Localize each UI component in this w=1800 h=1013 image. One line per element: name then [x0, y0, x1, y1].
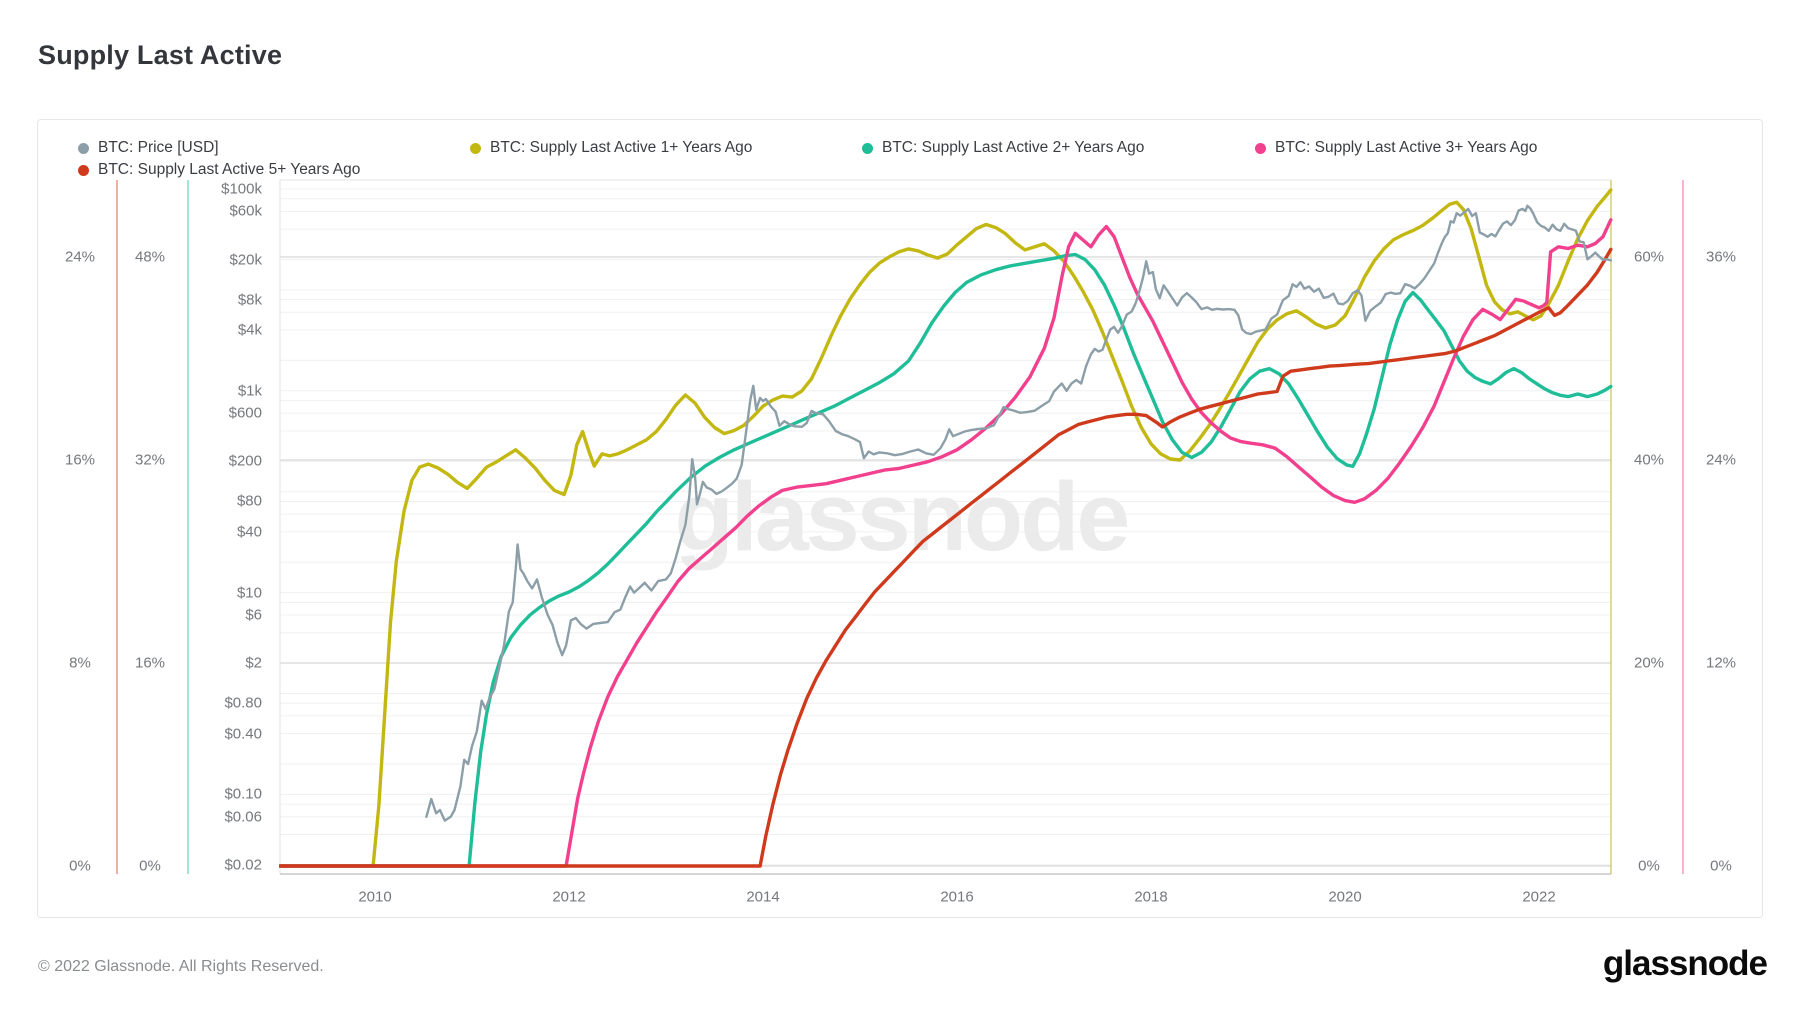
legend-dot-supply_2y — [862, 142, 873, 154]
legend-item-supply_2y[interactable]: BTC: Supply Last Active 2+ Years Ago — [862, 138, 1144, 158]
legend-item-supply_1y[interactable]: BTC: Supply Last Active 1+ Years Ago — [470, 138, 752, 158]
legend-label: BTC: Supply Last Active 5+ Years Ago — [98, 161, 361, 178]
legend-dot-supply_3y — [1255, 142, 1266, 154]
series-line-supply_1y — [279, 188, 1613, 868]
glassnode-logo: glassnode — [1602, 944, 1768, 983]
legend-item-supply_3y[interactable]: BTC: Supply Last Active 3+ Years Ago — [1255, 138, 1537, 158]
page-title: Supply Last Active — [38, 40, 283, 70]
series-line-supply_2y — [279, 252, 1613, 868]
series-line-supply_5y — [279, 247, 1613, 868]
watermark: glassnode — [674, 462, 1131, 571]
legend-item-price[interactable]: BTC: Price [USD] — [78, 138, 219, 158]
series-line-supply_3y — [279, 218, 1613, 868]
legend-item-supply_5y[interactable]: BTC: Supply Last Active 5+ Years Ago — [78, 160, 360, 180]
series-line-price — [425, 204, 1612, 822]
legend-label: BTC: Price [USD] — [98, 139, 219, 156]
legend-dot-price — [78, 142, 89, 154]
legend-dot-supply_1y — [470, 142, 481, 154]
legend-dot-supply_5y — [78, 164, 89, 176]
legend-label: BTC: Supply Last Active 1+ Years Ago — [490, 139, 753, 156]
legend-label: BTC: Supply Last Active 2+ Years Ago — [882, 139, 1145, 156]
footer-copyright: © 2022 Glassnode. All Rights Reserved. — [38, 958, 324, 975]
legend-label: BTC: Supply Last Active 3+ Years Ago — [1275, 139, 1538, 156]
